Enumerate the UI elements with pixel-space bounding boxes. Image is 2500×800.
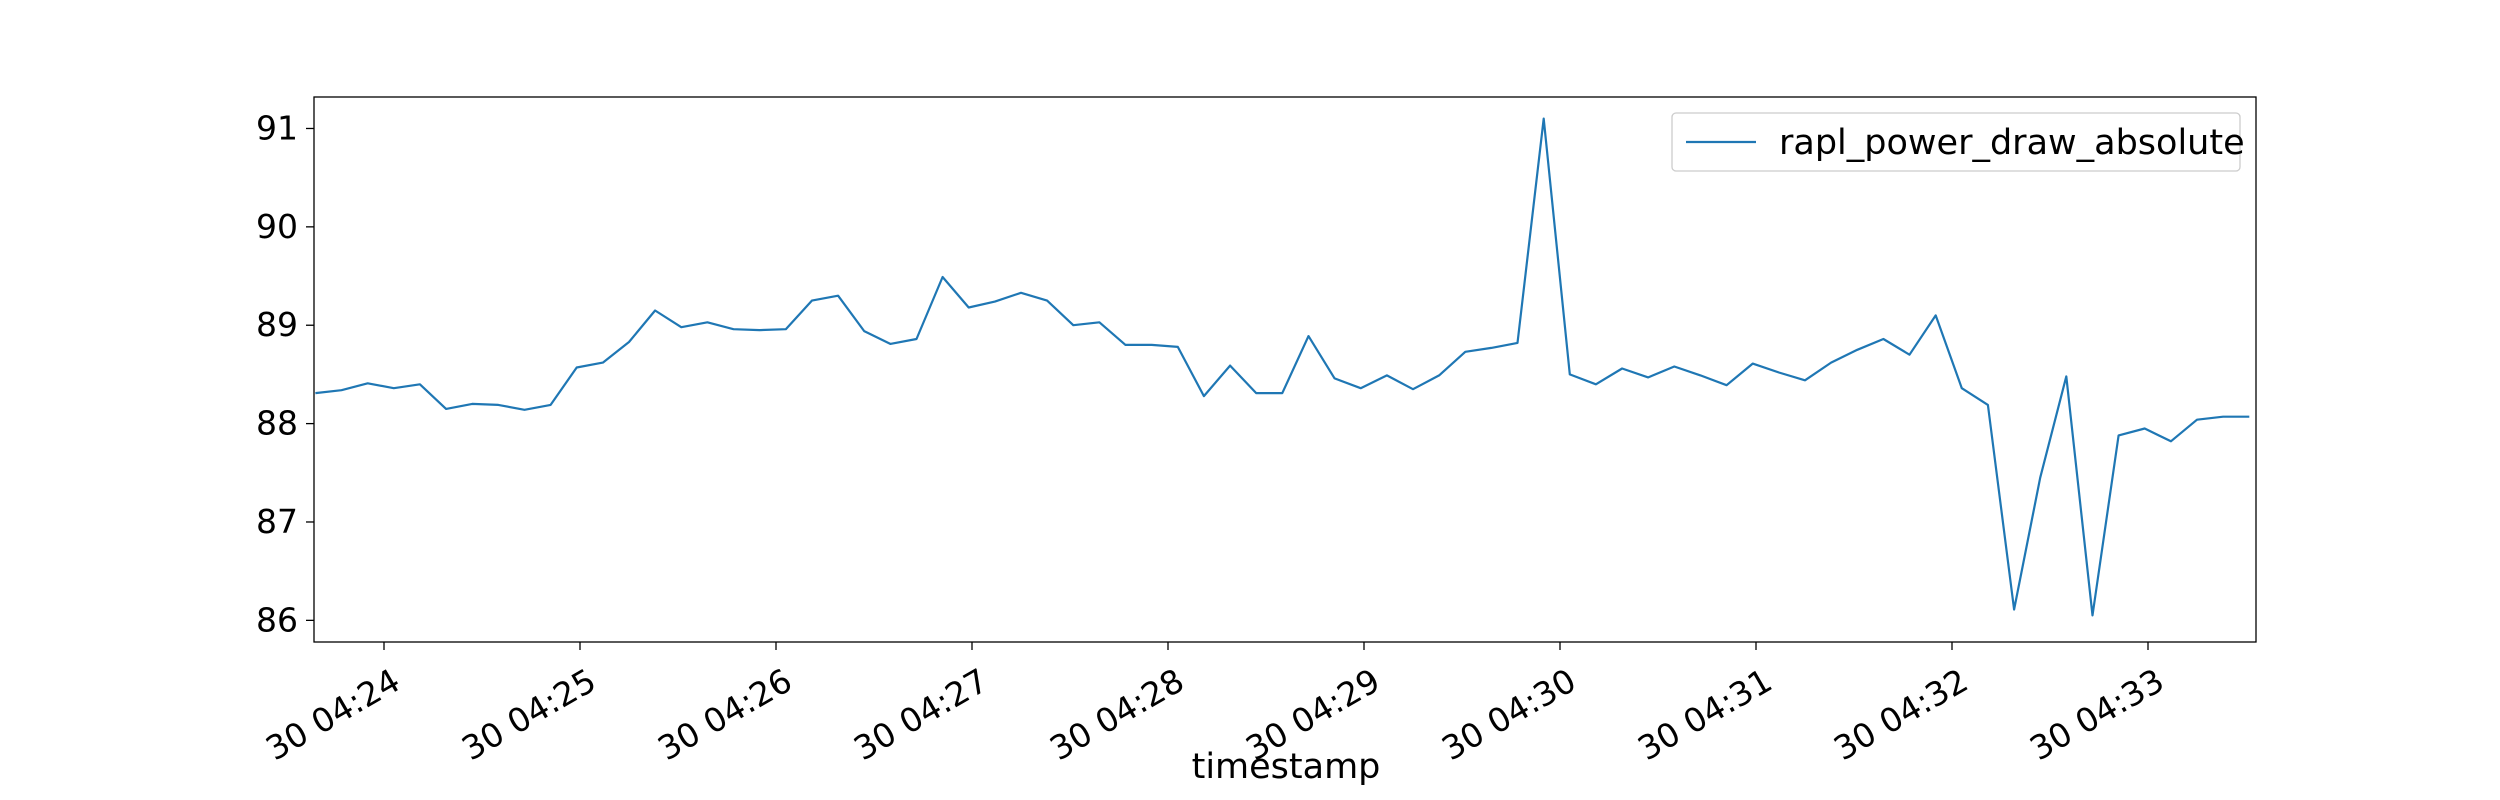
y-tick-label: 89 [256,305,298,344]
plot-area [313,96,2257,643]
series-line-rapl-power-draw-absolute [315,117,2250,617]
y-axis: 86 87 88 89 90 91 [256,108,314,639]
y-tick-label: 90 [256,207,298,246]
legend-label: rapl_power_draw_absolute [1779,123,2245,163]
legend-box [1671,112,2241,172]
y-tick-label: 91 [256,108,298,147]
y-tick-label: 88 [256,404,298,443]
y-tick-label: 87 [256,502,298,541]
y-tick-label: 86 [256,600,298,639]
x-axis-title: timestamp [1192,747,1381,787]
legend: rapl_power_draw_absolute [1671,112,2245,172]
plot-frame [313,96,2257,643]
